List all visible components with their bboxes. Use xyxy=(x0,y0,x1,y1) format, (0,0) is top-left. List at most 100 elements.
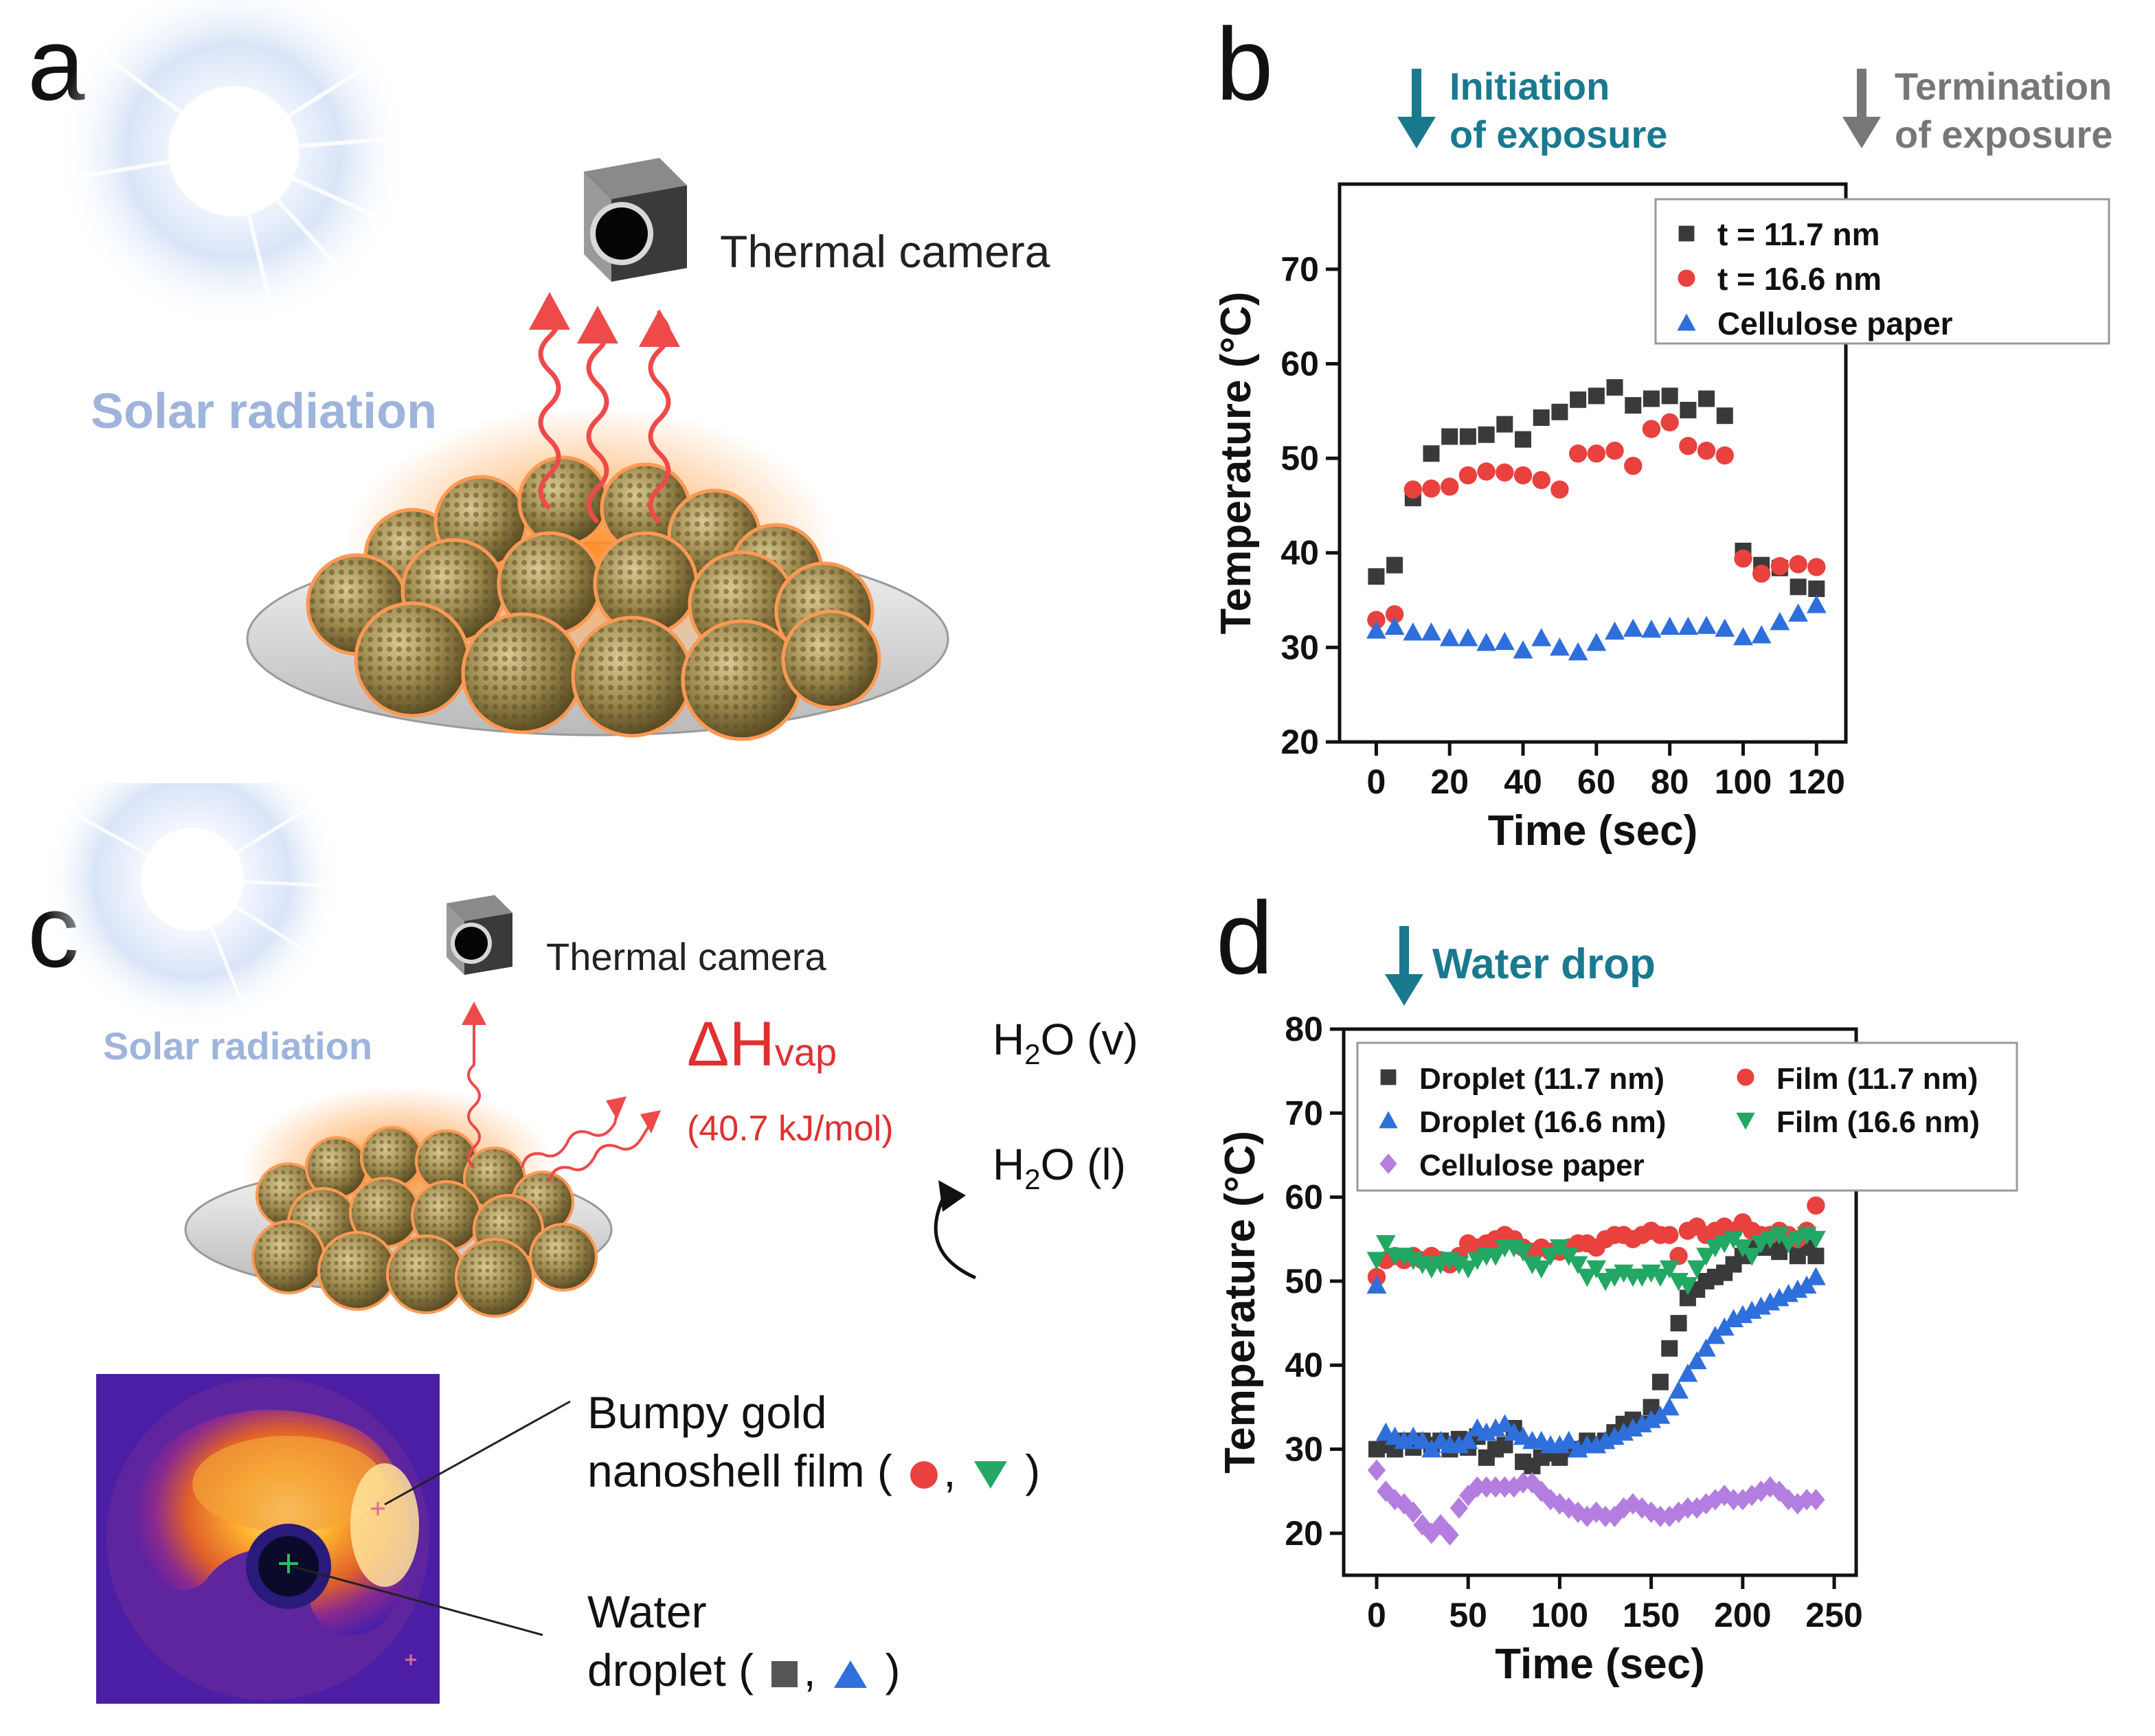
water-drop-label: Water drop xyxy=(1432,940,1656,988)
data-point xyxy=(1423,445,1440,462)
data-point xyxy=(1432,1514,1450,1536)
data-point xyxy=(1788,603,1808,622)
x-axis-label: Time (sec) xyxy=(1488,807,1698,855)
data-point xyxy=(1551,403,1568,420)
data-point xyxy=(1734,549,1752,568)
water-liquid-h: H xyxy=(993,1140,1025,1189)
data-point xyxy=(1678,1277,1698,1296)
data-point xyxy=(1531,1260,1552,1278)
data-point xyxy=(1568,642,1588,661)
data-point xyxy=(1642,420,1661,438)
water-liquid-o: O xyxy=(1040,1140,1075,1189)
thermal-camera-icon xyxy=(584,158,687,282)
series-cellulose-paper xyxy=(1366,595,1827,661)
y-tick-label: 40 xyxy=(1280,534,1319,572)
data-point xyxy=(1477,462,1496,481)
data-point xyxy=(1570,391,1587,408)
data-point xyxy=(1696,1248,1716,1266)
data-point xyxy=(1550,637,1570,656)
film-label-text: nanoshell film ( xyxy=(587,1445,892,1496)
data-point xyxy=(1586,633,1607,651)
data-point xyxy=(1790,578,1807,596)
data-point xyxy=(1458,628,1478,646)
data-point xyxy=(1421,622,1441,641)
legend-marker xyxy=(1737,1068,1755,1086)
data-point xyxy=(1458,466,1478,485)
data-point xyxy=(1577,1268,1597,1287)
y-tick-label: 20 xyxy=(1285,1514,1323,1553)
y-tick-label: 70 xyxy=(1280,250,1319,289)
data-point xyxy=(1449,1497,1469,1519)
water-drop-arrow-icon xyxy=(1385,926,1423,1006)
data-point xyxy=(1478,426,1495,443)
data-point xyxy=(1605,621,1625,640)
data-point xyxy=(1733,627,1753,646)
data-point xyxy=(1624,456,1643,475)
data-point xyxy=(1384,616,1405,635)
legend-label: Film (16.6 nm) xyxy=(1776,1105,1980,1139)
thermal-camera-label: Thermal camera xyxy=(546,935,826,978)
panel-b: b Initiation of exposure Termination of … xyxy=(1202,0,2155,866)
data-point xyxy=(1660,413,1679,432)
data-point xyxy=(1588,387,1605,405)
water-liquid-label: H2O (l) xyxy=(993,1140,1126,1195)
emission-arrows xyxy=(467,1017,654,1182)
data-point xyxy=(1386,556,1403,574)
panel-a: a xyxy=(0,0,1099,783)
data-point xyxy=(1367,1459,1386,1481)
termination-label-line2: of exposure xyxy=(1895,113,2113,156)
legend-label: t = 16.6 nm xyxy=(1717,261,1882,297)
data-point xyxy=(1678,1364,1698,1382)
data-point xyxy=(1368,568,1385,585)
data-point xyxy=(1459,428,1476,445)
x-tick-label: 100 xyxy=(1715,763,1772,801)
x-tick-label: 120 xyxy=(1788,763,1845,801)
data-point xyxy=(1568,444,1588,463)
red-circle-icon xyxy=(910,1461,938,1489)
data-point xyxy=(1513,1243,1533,1262)
data-point xyxy=(1586,1260,1607,1278)
data-point xyxy=(1650,1268,1671,1287)
blue-triangle-up-icon xyxy=(834,1660,868,1688)
data-point xyxy=(1385,605,1404,624)
data-point xyxy=(1741,1248,1762,1266)
data-point xyxy=(1661,387,1678,405)
chart-b: 0 20 40 60 80 100 120 20 30 40 50 60 70 Time (sec) Tem… xyxy=(1212,182,2110,855)
legend-box xyxy=(1356,1041,2018,1192)
y-tick-label: 50 xyxy=(1280,439,1319,477)
data-point xyxy=(1797,1489,1816,1511)
legend-marker xyxy=(1380,1069,1397,1085)
y-tick-label: 20 xyxy=(1280,723,1319,761)
nanoshell-particles xyxy=(306,455,881,741)
legend-marker xyxy=(1736,1112,1755,1130)
panel-c: c xyxy=(0,783,1202,1736)
data-point xyxy=(1716,407,1733,425)
droplet-label-line2: droplet ( , ) xyxy=(587,1645,900,1695)
y-axis-label: Temperature (°C) xyxy=(1217,1131,1264,1474)
y-tick-label: 60 xyxy=(1280,344,1319,383)
y-tick-label: 30 xyxy=(1285,1430,1323,1469)
sun-icon xyxy=(41,783,344,1030)
nanoshell-particles xyxy=(251,1126,598,1318)
data-point xyxy=(1697,441,1716,460)
data-point xyxy=(1623,1493,1643,1515)
data-point xyxy=(1805,1230,1826,1250)
film-leader-line xyxy=(384,1400,571,1506)
data-point xyxy=(1659,1397,1680,1416)
data-point xyxy=(1366,1275,1387,1294)
data-point xyxy=(1807,558,1826,576)
y-tick-label: 80 xyxy=(1285,1010,1323,1048)
data-point xyxy=(1679,437,1697,455)
data-point xyxy=(1770,611,1790,631)
y-axis-label: Temperature (°C) xyxy=(1212,291,1260,634)
data-point xyxy=(1367,611,1386,629)
data-point xyxy=(1659,1260,1680,1278)
data-point xyxy=(1559,1497,1578,1519)
data-point xyxy=(1531,628,1552,646)
enthalpy-label: ΔHvap xyxy=(687,1009,837,1079)
water-vapor-state: (v) xyxy=(1087,1015,1138,1064)
data-point xyxy=(1486,1476,1505,1498)
data-point xyxy=(1513,466,1533,485)
data-point xyxy=(1540,1248,1561,1266)
panel-d-label: d xyxy=(1216,880,1274,995)
